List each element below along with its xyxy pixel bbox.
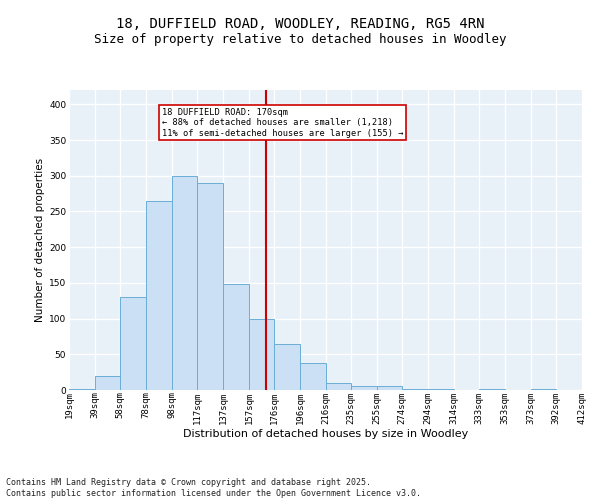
Bar: [300, 363, 326, 390]
Text: Contains HM Land Registry data © Crown copyright and database right 2025.
Contai: Contains HM Land Registry data © Crown c…: [6, 478, 421, 498]
Bar: [274, 344, 300, 390]
X-axis label: Distribution of detached houses by size in Woodley: Distribution of detached houses by size …: [183, 429, 468, 439]
Bar: [223, 284, 249, 390]
Text: Size of property relative to detached houses in Woodley: Size of property relative to detached ho…: [94, 32, 506, 46]
Bar: [120, 297, 146, 390]
Bar: [402, 388, 428, 390]
Bar: [479, 388, 505, 390]
Bar: [428, 388, 454, 390]
Bar: [95, 376, 120, 390]
Bar: [197, 183, 223, 390]
Y-axis label: Number of detached properties: Number of detached properties: [35, 158, 45, 322]
Bar: [326, 383, 351, 390]
Bar: [377, 386, 402, 390]
Bar: [249, 318, 274, 390]
Bar: [531, 388, 556, 390]
Text: 18 DUFFIELD ROAD: 170sqm
← 88% of detached houses are smaller (1,218)
11% of sem: 18 DUFFIELD ROAD: 170sqm ← 88% of detach…: [161, 108, 403, 138]
Bar: [172, 176, 197, 390]
Bar: [146, 200, 172, 390]
Text: 18, DUFFIELD ROAD, WOODLEY, READING, RG5 4RN: 18, DUFFIELD ROAD, WOODLEY, READING, RG5…: [116, 18, 484, 32]
Bar: [69, 388, 95, 390]
Bar: [351, 386, 377, 390]
